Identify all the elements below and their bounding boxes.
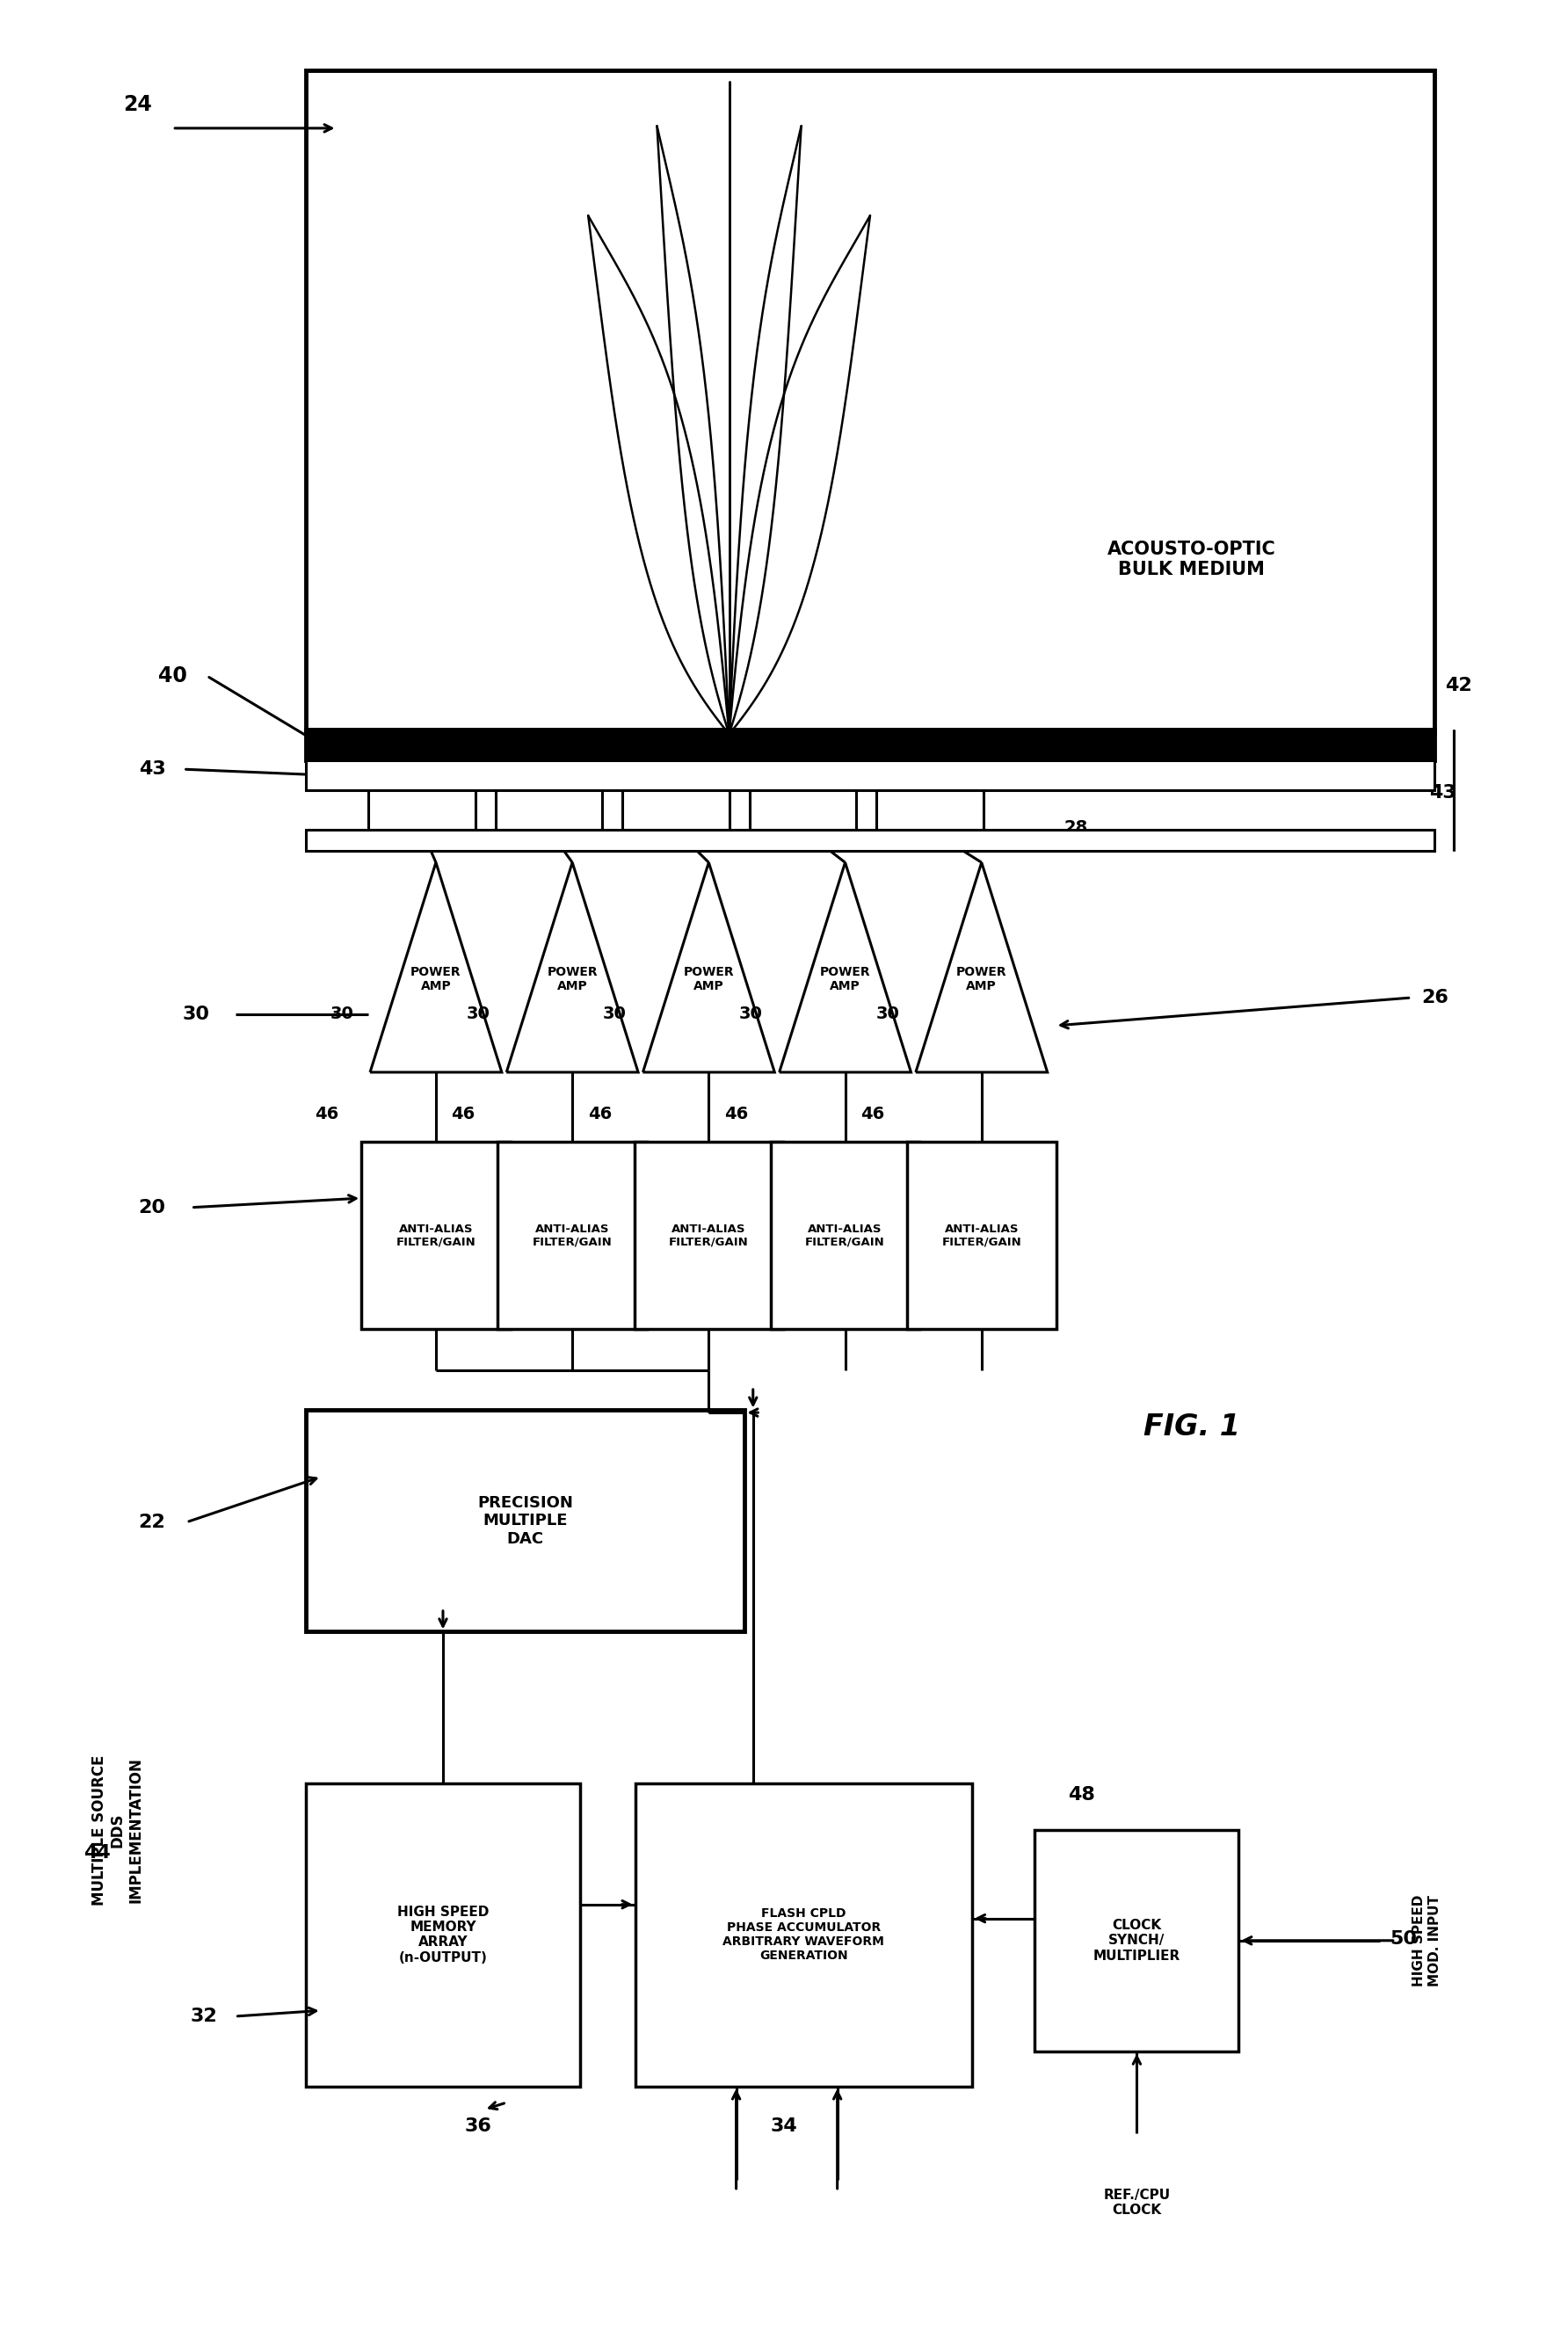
Bar — [306, 730, 1435, 760]
Text: 42: 42 — [1444, 676, 1472, 695]
Polygon shape — [370, 862, 502, 1072]
Text: POWER
AMP: POWER AMP — [547, 965, 597, 993]
Text: ANTI-ALIAS
FILTER/GAIN: ANTI-ALIAS FILTER/GAIN — [942, 1224, 1021, 1247]
Bar — [368, 790, 475, 830]
Bar — [622, 790, 729, 830]
Polygon shape — [506, 862, 638, 1072]
Text: 30: 30 — [602, 1005, 627, 1023]
Text: POWER
AMP: POWER AMP — [684, 965, 734, 993]
Bar — [750, 790, 856, 830]
Polygon shape — [657, 126, 729, 734]
Text: 28: 28 — [517, 818, 543, 837]
Text: POWER
AMP: POWER AMP — [411, 965, 461, 993]
Text: ANTI-ALIAS
FILTER/GAIN: ANTI-ALIAS FILTER/GAIN — [670, 1224, 748, 1247]
Bar — [306, 830, 1435, 851]
Text: 48: 48 — [1068, 1786, 1096, 1804]
Text: 26: 26 — [1421, 988, 1449, 1007]
Bar — [495, 790, 602, 830]
Text: POWER
AMP: POWER AMP — [956, 965, 1007, 993]
Text: 28: 28 — [1063, 818, 1088, 837]
Text: 46: 46 — [588, 1105, 612, 1124]
Text: 28: 28 — [927, 818, 952, 837]
Text: ACOUSTO-OPTIC
BULK MEDIUM: ACOUSTO-OPTIC BULK MEDIUM — [1107, 541, 1276, 578]
Text: 46: 46 — [724, 1105, 748, 1124]
Text: ANTI-ALIAS
FILTER/GAIN: ANTI-ALIAS FILTER/GAIN — [806, 1224, 884, 1247]
Text: FLASH CPLD
PHASE ACCUMULATOR
ARBITRARY WAVEFORM
GENERATION: FLASH CPLD PHASE ACCUMULATOR ARBITRARY W… — [723, 1907, 884, 1963]
Bar — [771, 1142, 919, 1329]
Text: 30: 30 — [329, 1005, 354, 1023]
Bar — [633, 1142, 784, 1329]
Text: ANTI-ALIAS
FILTER/GAIN: ANTI-ALIAS FILTER/GAIN — [533, 1224, 612, 1247]
Text: MULTIPLE SOURCE
DDS
IMPLEMENTATION: MULTIPLE SOURCE DDS IMPLEMENTATION — [91, 1755, 144, 1904]
Bar — [877, 790, 983, 830]
Bar — [906, 1142, 1057, 1329]
Text: 24: 24 — [124, 93, 152, 117]
Text: 30: 30 — [466, 1005, 491, 1023]
Polygon shape — [916, 862, 1047, 1072]
Text: HIGH SPEED
MOD. INPUT: HIGH SPEED MOD. INPUT — [1413, 1895, 1441, 1986]
Text: 46: 46 — [861, 1105, 884, 1124]
Text: 46: 46 — [452, 1105, 475, 1124]
Text: 30: 30 — [182, 1005, 210, 1023]
Text: ANTI-ALIAS
FILTER/GAIN: ANTI-ALIAS FILTER/GAIN — [397, 1224, 475, 1247]
Bar — [306, 1783, 580, 2086]
Text: 28: 28 — [790, 818, 815, 837]
Text: 44: 44 — [83, 1844, 111, 1862]
Bar — [361, 1142, 511, 1329]
Polygon shape — [588, 214, 729, 734]
Text: 36: 36 — [464, 2117, 492, 2135]
Text: 46: 46 — [315, 1105, 339, 1124]
Text: 28: 28 — [654, 818, 679, 837]
Text: 20: 20 — [138, 1198, 166, 1217]
Text: 32: 32 — [190, 2007, 218, 2026]
Bar — [635, 1783, 972, 2086]
Text: REF./CPU
CLOCK: REF./CPU CLOCK — [1104, 2189, 1170, 2217]
Text: HIGH SPEED
MEMORY
ARRAY
(n-OUTPUT): HIGH SPEED MEMORY ARRAY (n-OUTPUT) — [397, 1904, 489, 1965]
Bar — [1035, 1830, 1239, 2051]
Bar — [497, 1142, 646, 1329]
Text: 43: 43 — [1428, 783, 1457, 802]
Bar — [306, 1410, 745, 1632]
Text: 50: 50 — [1389, 1930, 1417, 1949]
Polygon shape — [729, 126, 801, 734]
Text: CLOCK
SYNCH/
MULTIPLIER: CLOCK SYNCH/ MULTIPLIER — [1093, 1918, 1181, 1963]
Text: POWER
AMP: POWER AMP — [820, 965, 870, 993]
Text: 22: 22 — [138, 1513, 166, 1531]
Bar — [306, 760, 1435, 790]
Text: 40: 40 — [158, 664, 187, 688]
Polygon shape — [779, 862, 911, 1072]
Text: 30: 30 — [739, 1005, 764, 1023]
Text: PRECISION
MULTIPLE
DAC: PRECISION MULTIPLE DAC — [477, 1494, 574, 1548]
Bar — [306, 70, 1435, 734]
Text: 34: 34 — [770, 2117, 798, 2135]
Polygon shape — [643, 862, 775, 1072]
Text: 30: 30 — [875, 1005, 900, 1023]
Text: 43: 43 — [138, 760, 166, 779]
Polygon shape — [729, 214, 870, 734]
Text: FIG. 1: FIG. 1 — [1143, 1413, 1240, 1441]
